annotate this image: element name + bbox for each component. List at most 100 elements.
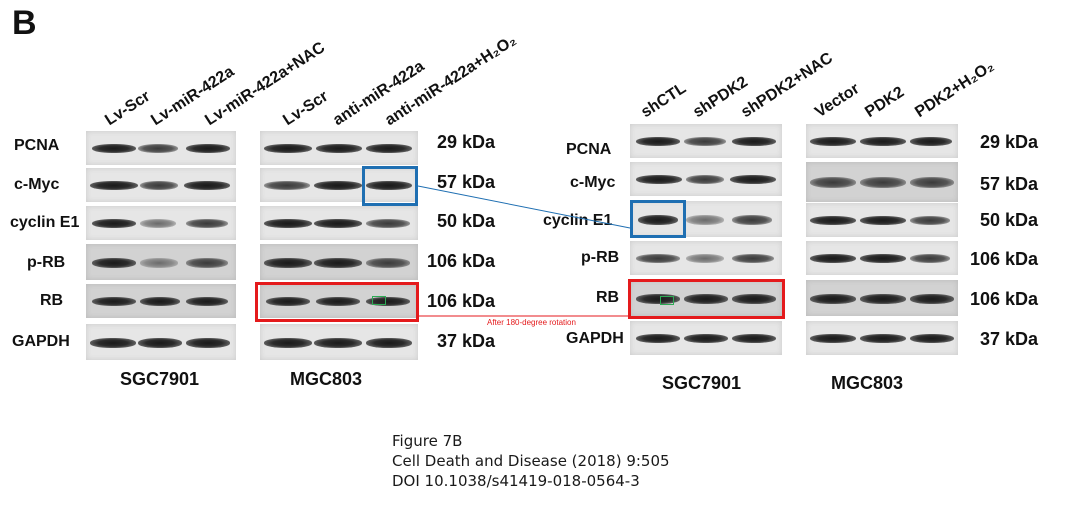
row-label-gapdh: GAPDH <box>12 333 70 350</box>
band <box>186 257 228 268</box>
band <box>90 180 138 191</box>
blot-strip <box>260 284 418 318</box>
kda-label: 50 kDa <box>437 211 496 231</box>
band <box>810 177 856 189</box>
band <box>636 174 682 185</box>
band <box>264 337 312 348</box>
band <box>186 337 230 348</box>
band <box>730 174 776 185</box>
row-label-rb: RB <box>40 292 64 309</box>
cell-line-label-sgc7901: SGC7901 <box>662 373 742 393</box>
band <box>314 257 362 268</box>
panel-letter: B <box>12 4 37 42</box>
blot-strip <box>260 324 418 360</box>
duplicate-highlight-box-red <box>255 282 419 322</box>
blot-strip <box>806 280 958 316</box>
band <box>186 218 228 229</box>
blot-strip <box>806 321 958 355</box>
band <box>186 296 228 307</box>
band <box>140 218 176 229</box>
blot-strip <box>86 168 236 202</box>
band <box>314 218 362 229</box>
band <box>636 293 680 304</box>
band <box>810 293 856 304</box>
band <box>910 253 950 264</box>
cell-line-label-sgc7901: SGC7901 <box>120 369 200 389</box>
band <box>686 253 724 264</box>
kda-label: 106 kDa <box>970 289 1039 309</box>
caption-line: DOI 10.1038/s41419-018-0564-3 <box>392 472 640 490</box>
row-label-pcna: PCNA <box>566 141 612 158</box>
row-label-cyclin-e1: cyclin E1 <box>543 212 613 229</box>
band <box>266 296 310 307</box>
blot-strip <box>806 162 958 202</box>
blot-strip <box>806 124 958 158</box>
band <box>810 136 856 147</box>
duplicate-highlight-box-red <box>628 279 785 319</box>
blot-strip <box>260 131 418 165</box>
band <box>316 296 360 307</box>
blot-strip <box>630 201 782 237</box>
duplicate-highlight-box-blue <box>362 166 418 206</box>
band <box>684 293 728 304</box>
band <box>732 136 776 147</box>
blot-strip <box>630 280 782 316</box>
band <box>314 180 362 191</box>
band <box>636 136 680 147</box>
band <box>264 257 312 268</box>
blot-strip <box>86 324 236 360</box>
band <box>910 215 950 226</box>
band <box>732 214 772 225</box>
band <box>732 293 776 304</box>
band <box>810 333 856 344</box>
band <box>910 333 954 344</box>
band <box>860 293 906 304</box>
figure-caption: Figure 7B Cell Death and Disease (2018) … <box>392 431 670 491</box>
kda-label: 37 kDa <box>980 329 1039 349</box>
band <box>184 180 230 191</box>
blot-strip <box>630 162 782 196</box>
blot-strip <box>260 206 418 240</box>
row-label-gapdh: GAPDH <box>566 330 624 347</box>
row-label-p-rb: p-RB <box>581 249 620 266</box>
kda-label: 57 kDa <box>980 174 1039 194</box>
band <box>366 143 412 154</box>
kda-label: 106 kDa <box>970 249 1039 269</box>
band <box>810 253 856 264</box>
band <box>860 215 906 226</box>
kda-label: 37 kDa <box>437 331 496 351</box>
band <box>910 136 952 147</box>
band <box>140 180 178 191</box>
blot-strip <box>86 284 236 318</box>
row-label-c-myc: c-Myc <box>570 174 616 191</box>
band <box>684 333 728 344</box>
band <box>366 218 410 229</box>
blot-strip <box>806 241 958 275</box>
blot-strip <box>806 203 958 237</box>
kda-label: 29 kDa <box>437 132 496 152</box>
band <box>140 257 178 268</box>
band <box>636 333 680 344</box>
band <box>264 218 312 229</box>
band <box>366 296 410 307</box>
band <box>684 136 726 147</box>
band <box>686 174 724 185</box>
band <box>138 143 178 154</box>
kda-label: 57 kDa <box>437 172 496 192</box>
band <box>92 218 136 229</box>
blot-strip <box>86 206 236 240</box>
blot-strip <box>86 131 236 165</box>
row-label-rb: RB <box>596 289 620 306</box>
green-marker <box>660 296 674 305</box>
band <box>732 333 776 344</box>
row-label-pcna: PCNA <box>14 137 60 154</box>
band <box>732 253 774 264</box>
band <box>92 296 136 307</box>
caption-line: Figure 7B <box>392 432 463 450</box>
duplicate-highlight-box-blue <box>630 200 686 238</box>
band <box>810 215 856 226</box>
band <box>860 333 906 344</box>
band <box>860 136 906 147</box>
band <box>910 293 954 304</box>
